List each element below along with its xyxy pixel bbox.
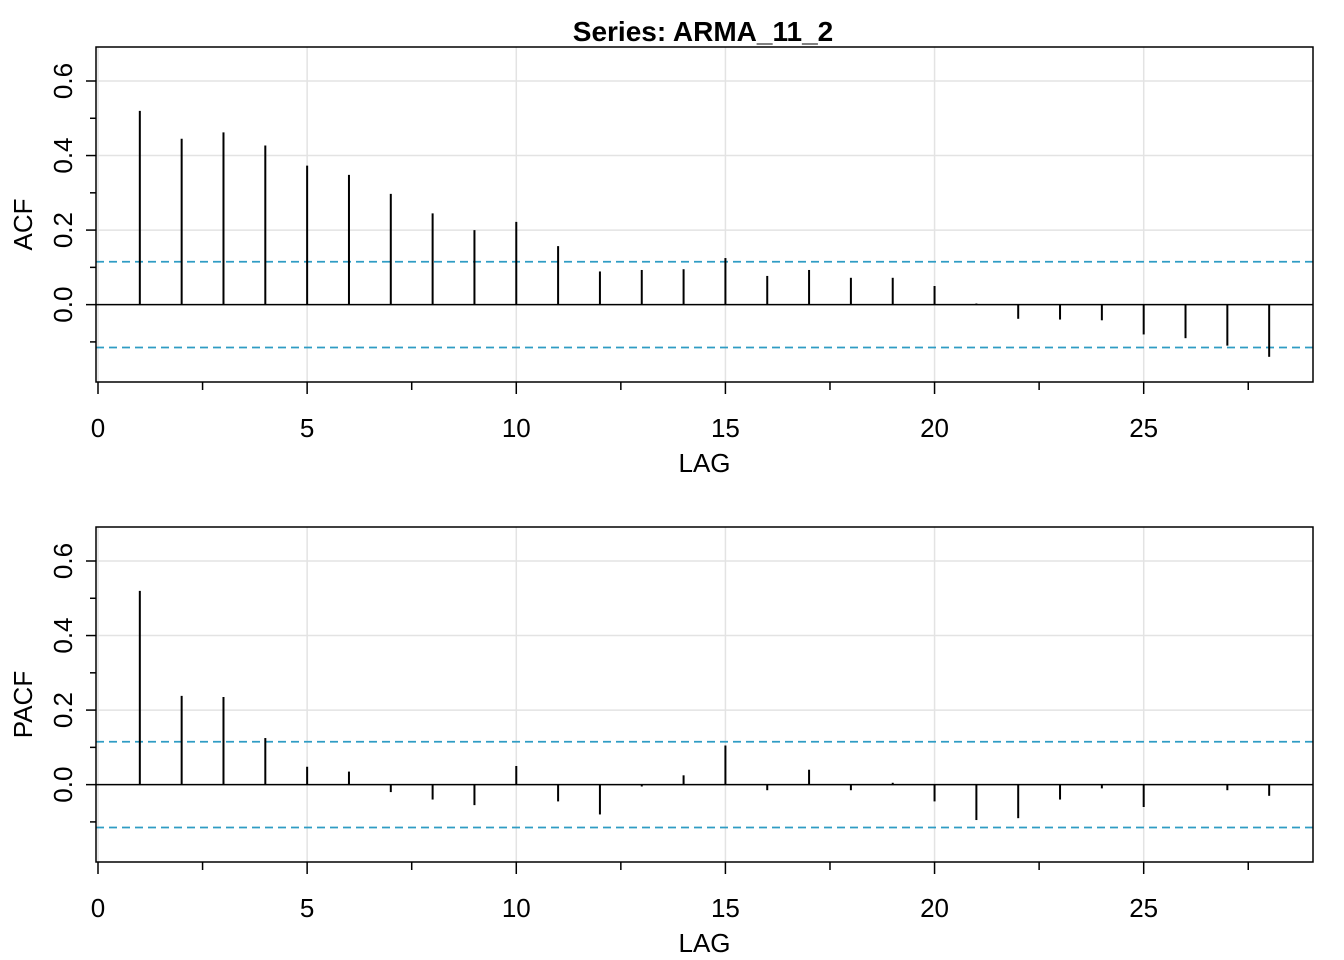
y-tick-label: 0.4: [48, 137, 78, 173]
x-tick-label: 5: [300, 893, 314, 923]
x-tick-label: 25: [1129, 893, 1158, 923]
y-tick-label: 0.6: [48, 63, 78, 99]
x-tick-label: 5: [300, 413, 314, 443]
plot-frame: [95, 46, 1314, 383]
y-axis-label: PACF: [8, 671, 38, 738]
y-tick-label: 0.6: [48, 543, 78, 579]
x-axis-label: LAG: [678, 928, 730, 958]
x-tick-label: 20: [920, 413, 949, 443]
y-tick-label: 0.2: [48, 692, 78, 728]
y-tick-label: 0.2: [48, 212, 78, 248]
y-tick-label: 0.0: [48, 767, 78, 803]
chart-panel-acf: 0 5 10 15 20 25 0.0 0.2 0.4 0.6 LAG ACF: [8, 46, 1314, 478]
x-tick-label: 0: [91, 893, 105, 923]
y-tick-label: 0.4: [48, 617, 78, 653]
x-tick-label: 10: [502, 893, 531, 923]
x-tick-label: 20: [920, 893, 949, 923]
y-axis-label: ACF: [8, 199, 38, 251]
plot-frame: [95, 526, 1314, 863]
x-tick-label: 0: [91, 413, 105, 443]
chart-title: Series: ARMA_11_2: [573, 16, 833, 47]
x-tick-label: 15: [711, 413, 740, 443]
x-tick-label: 25: [1129, 413, 1158, 443]
x-tick-label: 10: [502, 413, 531, 443]
x-axis-label: LAG: [678, 448, 730, 478]
chart-panel-pacf: 0 5 10 15 20 25 0.0 0.2 0.4 0.6 LAG PACF: [8, 526, 1314, 958]
y-tick-label: 0.0: [48, 287, 78, 323]
x-tick-label: 15: [711, 893, 740, 923]
